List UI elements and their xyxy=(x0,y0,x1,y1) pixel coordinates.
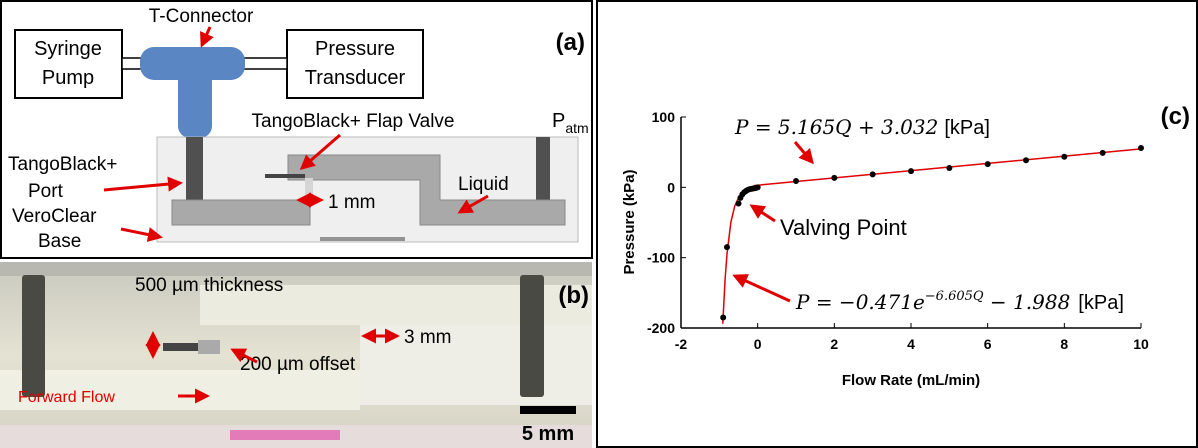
arrow xyxy=(230,348,258,364)
x-axis-label: Flow Rate (mL/min) xyxy=(842,372,980,389)
label: 1 mm xyxy=(328,192,376,213)
data-point xyxy=(831,174,838,181)
label: T-Connector xyxy=(149,6,254,27)
arrow xyxy=(103,176,183,192)
photo-part xyxy=(230,430,340,440)
flap xyxy=(265,174,305,178)
transducer-box xyxy=(286,29,424,99)
data-point xyxy=(735,200,742,207)
channel xyxy=(171,199,311,226)
y-axis-label: Pressure (kPa) xyxy=(621,169,638,274)
panel-c: (c) Flow Rate (mL/min) Pressure (kPa) P … xyxy=(596,0,1198,448)
equation-exponent: −6.605Q xyxy=(925,289,984,304)
arrow xyxy=(749,204,776,223)
arrows xyxy=(732,141,814,303)
data-point xyxy=(720,314,727,321)
arrow xyxy=(457,194,489,214)
channel xyxy=(287,154,566,226)
arrow xyxy=(732,274,791,303)
panel-label: (b) xyxy=(558,282,589,309)
label: TangoBlack+ xyxy=(8,154,117,175)
data-point xyxy=(724,244,730,251)
vent-column xyxy=(536,137,550,205)
t-connector xyxy=(178,60,212,138)
equation: P = 5.165Q + 3.032 [kPa] xyxy=(734,115,990,139)
label: Port xyxy=(28,181,64,202)
data-point xyxy=(869,171,876,178)
data-point xyxy=(946,164,953,171)
arrows xyxy=(145,328,400,404)
label: Transducer xyxy=(305,67,406,89)
arrow xyxy=(120,227,163,242)
panel-frame xyxy=(596,0,1198,448)
label: 200 µm offset xyxy=(240,354,356,375)
annotation: Valving Point xyxy=(780,215,907,240)
data-point xyxy=(984,161,991,168)
y-tick-label: 0 xyxy=(667,179,675,195)
flap xyxy=(163,343,198,351)
panel-label: (c) xyxy=(1161,103,1190,130)
flap-gap xyxy=(305,178,313,196)
y-tick-label: -100 xyxy=(647,250,675,266)
data-point xyxy=(1099,149,1106,156)
photo-part xyxy=(0,370,360,410)
x-tick-label: -2 xyxy=(675,336,688,352)
data-point xyxy=(1138,144,1144,151)
scale-bar xyxy=(520,406,576,414)
data-point xyxy=(1023,157,1029,164)
label: 5 mm xyxy=(522,423,574,445)
data-point xyxy=(793,178,799,185)
y-tick-label: 100 xyxy=(652,109,676,125)
x-tick-label: 8 xyxy=(1060,336,1068,352)
screw xyxy=(22,275,45,397)
data-point xyxy=(754,184,761,191)
arrow xyxy=(299,133,341,170)
label: atm xyxy=(565,120,588,136)
device-body xyxy=(156,136,579,243)
screw xyxy=(520,275,544,397)
label: P xyxy=(552,110,565,132)
equation-unit: [kPa] xyxy=(944,117,990,139)
label: Base xyxy=(38,231,81,252)
label: Pump xyxy=(42,67,94,89)
equation-math: P = −0.471e xyxy=(795,290,925,314)
texture xyxy=(320,237,405,241)
equation-unit: [kPa] xyxy=(1078,292,1124,314)
syringe-box xyxy=(14,29,123,99)
x-tick-label: 4 xyxy=(907,336,915,352)
label: VeroClear xyxy=(12,206,97,227)
panel-label: (a) xyxy=(556,29,585,56)
label: Pressure xyxy=(315,38,395,60)
x-tick-label: 6 xyxy=(984,336,992,352)
label: Syringe xyxy=(34,38,102,60)
x-tick-label: 0 xyxy=(754,336,762,352)
data-point xyxy=(908,168,914,175)
label: Forward Flow xyxy=(18,389,115,406)
data-point xyxy=(1061,153,1068,160)
port-column xyxy=(186,137,203,205)
arrow xyxy=(793,141,814,165)
photo-edge xyxy=(0,262,592,276)
y-tick-label: -200 xyxy=(647,320,675,336)
label: 3 mm xyxy=(404,327,452,348)
panel-a: Syringe Pump Pressure Transducer T-Conne… xyxy=(0,0,593,259)
label: Patm xyxy=(552,110,589,136)
x-tick-label: 10 xyxy=(1133,336,1149,352)
flap xyxy=(198,340,220,354)
equation-math: P = 5.165Q + 3.032 xyxy=(734,115,938,139)
equation-math: − 1.988 xyxy=(984,290,1071,314)
label: 500 µm thickness xyxy=(135,275,283,296)
panel-b: 500 µm thickness 200 µm offset 3 mm Forw… xyxy=(0,262,592,448)
arrows xyxy=(103,26,489,242)
arrow xyxy=(200,26,214,48)
x-tick-label: 2 xyxy=(830,336,838,352)
equation: P = −0.471e−6.605Q − 1.988 [kPa] xyxy=(795,289,1124,314)
label: TangoBlack+ Flap Valve xyxy=(252,111,455,132)
label: Liquid xyxy=(458,174,509,195)
